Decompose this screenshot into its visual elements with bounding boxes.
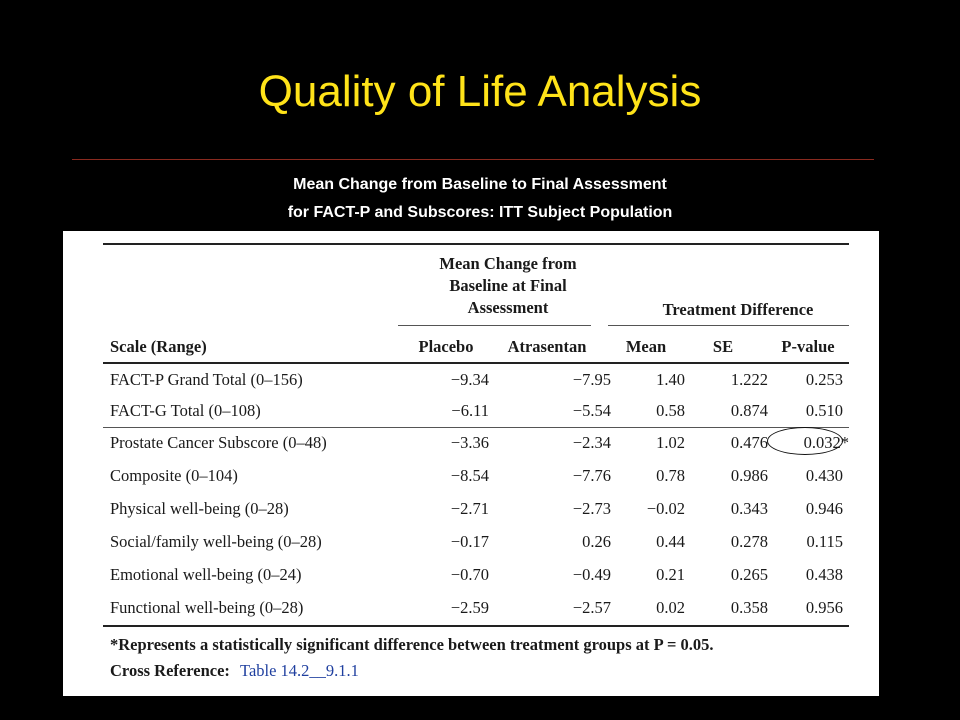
slide-title: Quality of Life Analysis [258, 67, 702, 116]
row-pvalue: 0.946 [805, 499, 843, 518]
row-atrasentan-value: −0.49 [572, 565, 611, 584]
row-atrasentan-value: −7.95 [572, 370, 611, 389]
group-underline-mean-change [398, 325, 591, 326]
row-atrasentan-value: 0.26 [582, 532, 611, 551]
group-header-mean-change-line-2: Baseline at Final [449, 276, 567, 295]
header-bottom-rule [103, 362, 849, 364]
row-mean-value: −0.02 [646, 499, 685, 518]
row-se-value: 0.874 [730, 401, 768, 420]
column-header-scale: Scale (Range) [110, 337, 207, 356]
results-table: Mean Change from Baseline at Final Asses… [63, 231, 879, 696]
row-scale-label: Composite (0–104) [110, 466, 238, 485]
column-header-atrasentan: Atrasentan [507, 337, 587, 356]
row-pvalue: 0.430 [805, 466, 843, 485]
row-se-value: 1.222 [730, 370, 768, 389]
title-divider [72, 159, 874, 160]
row-atrasentan-value: −5.54 [572, 401, 611, 420]
row-placebo-value: −0.70 [450, 565, 489, 584]
row-pvalue: 0.115 [806, 532, 843, 551]
row-mean-value: 1.02 [656, 433, 685, 452]
row-atrasentan-value: −7.76 [572, 466, 611, 485]
row-placebo-value: −6.11 [451, 401, 489, 420]
row-placebo-value: −3.36 [450, 433, 489, 452]
column-header-placebo: Placebo [418, 337, 474, 356]
row-pvalue: 0.510 [805, 401, 843, 420]
cross-reference: Cross Reference: Table 14.2__9.1.1 [110, 661, 359, 681]
cross-reference-link[interactable]: Table 14.2__9.1.1 [240, 661, 359, 680]
row-mean-value: 0.58 [656, 401, 685, 420]
column-header-se: SE [712, 337, 734, 356]
group-header-mean-change-line-3: Assessment [467, 298, 549, 317]
group-header-mean-change: Mean Change from Baseline at Final Asses… [398, 253, 618, 319]
row-se-value: 0.278 [730, 532, 768, 551]
row-scale-label: Functional well-being (0–28) [110, 598, 304, 617]
row-atrasentan-value: −2.57 [572, 598, 611, 617]
row-scale-label: Prostate Cancer Subscore (0–48) [110, 433, 327, 452]
row-atrasentan-value: −2.34 [572, 433, 611, 452]
row-se-value: 0.343 [730, 499, 768, 518]
row-atrasentan-value: −2.73 [572, 499, 611, 518]
row-scale-label: FACT-G Total (0–108) [110, 401, 261, 420]
row-se-value: 0.265 [730, 565, 768, 584]
footnote-significance: *Represents a statistically significant … [110, 635, 714, 654]
row-mean-value: 0.21 [656, 565, 685, 584]
row-mean-value: 1.40 [656, 370, 685, 389]
group-underline-treatment-difference [608, 325, 849, 326]
group-header-mean-change-line-1: Mean Change from [439, 254, 577, 273]
row-scale-label: FACT-P Grand Total (0–156) [110, 370, 303, 389]
cross-reference-label: Cross Reference: [110, 661, 230, 680]
row-mean-value: 0.02 [656, 598, 685, 617]
row-scale-label: Social/family well-being (0–28) [110, 532, 322, 551]
table-bottom-rule [103, 625, 849, 627]
table-top-rule [103, 243, 849, 245]
row-mean-value: 0.78 [656, 466, 685, 485]
group-header-treatment-difference: Treatment Difference [662, 300, 814, 319]
row-placebo-value: −9.34 [450, 370, 489, 389]
row-placebo-value: −8.54 [450, 466, 489, 485]
row-scale-label: Emotional well-being (0–24) [110, 565, 302, 584]
row-se-value: 0.476 [730, 433, 768, 452]
row-se-value: 0.358 [730, 598, 768, 617]
row-se-value: 0.986 [730, 466, 768, 485]
row-placebo-value: −0.17 [450, 532, 489, 551]
significance-highlight-circle [767, 427, 843, 455]
table-caption-line-1: Mean Change from Baseline to Final Asses… [293, 176, 667, 193]
row-scale-label: Physical well-being (0–28) [110, 499, 289, 518]
row-pvalue: 0.956 [805, 598, 843, 617]
row-placebo-value: −2.59 [450, 598, 489, 617]
row-placebo-value: −2.71 [450, 499, 489, 518]
table-caption-line-2: for FACT-P and Subscores: ITT Subject Po… [287, 204, 673, 221]
section-divider [103, 427, 849, 428]
row-pvalue: 0.253 [805, 370, 843, 389]
column-header-pvalue: P-value [781, 337, 835, 356]
column-header-mean: Mean [625, 337, 667, 356]
row-pvalue: 0.438 [805, 565, 843, 584]
row-mean-value: 0.44 [656, 532, 685, 551]
